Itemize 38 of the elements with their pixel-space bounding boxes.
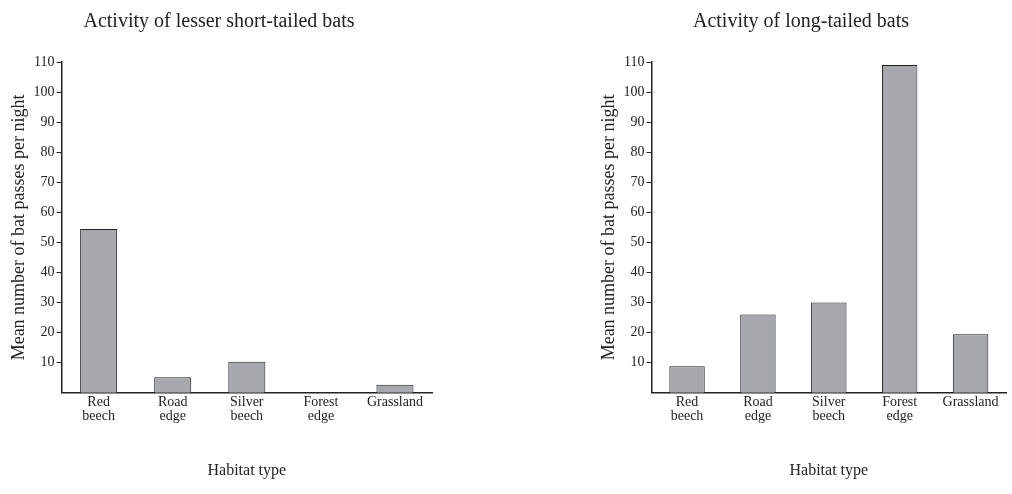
y-axis-title: Mean number of bat passes per night xyxy=(7,94,28,361)
y-tick-label: 70 xyxy=(630,173,645,189)
x-axis-title: Habitat type xyxy=(207,460,287,479)
y-tick-label: 20 xyxy=(630,324,645,340)
y-axis-title: Mean number of bat passes per night xyxy=(597,94,618,361)
x-tick-label: Road edge xyxy=(157,394,188,424)
y-tick-label: 80 xyxy=(630,143,645,159)
x-tick-label: Grassland xyxy=(366,394,423,410)
y-tick-label: 100 xyxy=(623,83,645,99)
y-tick-label: 110 xyxy=(624,53,645,69)
y-tick-label: 30 xyxy=(630,294,645,310)
x-tick-label: Red beech xyxy=(82,394,115,424)
y-tick-label: 40 xyxy=(630,264,645,280)
y-tick-label: 100 xyxy=(33,83,55,99)
x-tick-label: Forest edge xyxy=(303,394,339,424)
x-tick-label: Forest edge xyxy=(882,394,918,424)
chart-title: Activity of long-tailed bats xyxy=(692,9,910,33)
y-tick-label: 50 xyxy=(40,234,55,250)
y-tick-label: 50 xyxy=(630,234,645,250)
y-tick-label: 90 xyxy=(630,113,645,129)
y-tick-label: 80 xyxy=(40,143,55,159)
x-tick-label: Red beech xyxy=(670,394,704,424)
x-tick-label: Grassland xyxy=(942,394,999,410)
y-tick-label: 40 xyxy=(40,264,55,280)
y-tick-label: 60 xyxy=(630,204,645,220)
x-tick-label: Silver beech xyxy=(230,394,264,424)
y-tick-label: 10 xyxy=(40,354,55,370)
x-axis-title: Habitat type xyxy=(789,460,869,479)
y-tick-label: 110 xyxy=(34,53,55,69)
y-tick-label: 70 xyxy=(40,173,55,189)
y-tick-label: 30 xyxy=(40,294,55,310)
chart-title: Activity of lesser short-tailed bats xyxy=(83,9,355,33)
y-tick-label: 90 xyxy=(40,113,55,129)
y-tick-label: 20 xyxy=(40,324,55,340)
y-tick-label: 10 xyxy=(630,354,645,370)
x-tick-label: Silver beech xyxy=(812,394,846,424)
y-tick-label: 60 xyxy=(40,204,55,220)
x-tick-label: Road edge xyxy=(743,394,773,424)
